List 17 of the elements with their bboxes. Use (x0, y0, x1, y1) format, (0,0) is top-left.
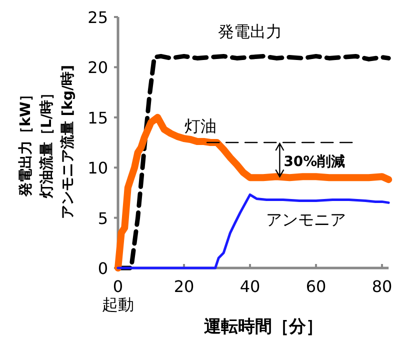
x-tick-label: 40 (240, 277, 260, 296)
x-axis-title: 運転時間［分］ (202, 317, 323, 337)
series-label: 灯油 (184, 116, 216, 136)
x-tick-label: 80 (372, 277, 392, 296)
y-tick-label: 5 (98, 208, 108, 228)
x-tick-label: 0 起動 (102, 277, 134, 314)
y-axis-title: 発電出力［kW］灯油流量［L/時］アンモニア流量 [kg/時] (18, 64, 76, 220)
annotation: 30%削減 (284, 154, 346, 170)
y-tick-label: 15 (88, 108, 108, 128)
series-label: アンモニア (266, 210, 346, 229)
y-tick-label: 25 (88, 8, 108, 27)
series-label: 発電出力 (218, 22, 282, 42)
y-tick-label: 20 (88, 58, 108, 78)
x-tick-label: 60 (306, 277, 326, 296)
x-tick-label: 20 (174, 277, 194, 296)
y-tick-label: 0 (98, 259, 108, 278)
y-tick-label: 10 (88, 158, 108, 178)
